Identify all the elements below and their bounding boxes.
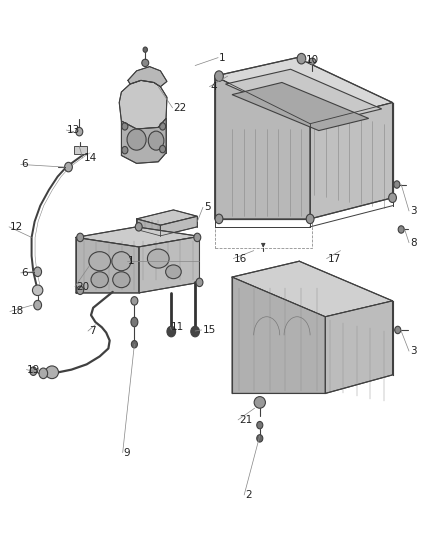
Ellipse shape — [135, 223, 142, 231]
Text: 13: 13 — [67, 125, 81, 135]
Polygon shape — [137, 219, 160, 236]
Polygon shape — [215, 58, 392, 124]
Ellipse shape — [148, 131, 164, 150]
Text: 18: 18 — [11, 306, 24, 317]
Text: 4: 4 — [210, 82, 217, 92]
Text: 21: 21 — [239, 415, 252, 425]
Ellipse shape — [159, 146, 166, 153]
Ellipse shape — [395, 326, 401, 334]
Ellipse shape — [215, 71, 223, 82]
Polygon shape — [160, 216, 197, 236]
Text: 1: 1 — [128, 256, 134, 266]
Text: 3: 3 — [410, 206, 417, 216]
Ellipse shape — [142, 59, 149, 67]
Ellipse shape — [30, 367, 37, 375]
Ellipse shape — [254, 397, 265, 408]
Ellipse shape — [64, 163, 72, 172]
Polygon shape — [232, 277, 325, 393]
Text: 8: 8 — [410, 238, 417, 248]
Ellipse shape — [194, 233, 201, 241]
Ellipse shape — [131, 297, 138, 305]
Ellipse shape — [46, 366, 59, 378]
Ellipse shape — [113, 272, 130, 288]
Ellipse shape — [306, 214, 314, 224]
Bar — [74, 147, 87, 155]
Polygon shape — [76, 237, 139, 293]
Ellipse shape — [91, 272, 108, 288]
Text: 2: 2 — [245, 490, 252, 500]
Text: 14: 14 — [84, 153, 97, 163]
Ellipse shape — [32, 285, 43, 296]
Ellipse shape — [257, 435, 263, 442]
Ellipse shape — [77, 233, 84, 241]
Polygon shape — [119, 80, 167, 129]
Text: 7: 7 — [89, 326, 95, 336]
Ellipse shape — [89, 252, 110, 271]
Text: 16: 16 — [234, 254, 247, 263]
Polygon shape — [215, 76, 310, 219]
Text: 19: 19 — [27, 365, 40, 375]
Bar — [215, 216, 312, 248]
Text: 5: 5 — [204, 202, 210, 212]
Text: 10: 10 — [306, 55, 319, 65]
Ellipse shape — [34, 300, 42, 310]
Text: 12: 12 — [10, 222, 23, 232]
Ellipse shape — [196, 278, 203, 287]
Polygon shape — [310, 102, 392, 219]
Text: 3: 3 — [410, 346, 417, 356]
Polygon shape — [232, 83, 369, 131]
Ellipse shape — [148, 249, 169, 268]
Ellipse shape — [131, 341, 138, 348]
Ellipse shape — [34, 267, 42, 277]
Ellipse shape — [309, 58, 316, 64]
Polygon shape — [139, 236, 199, 293]
Ellipse shape — [257, 422, 263, 429]
Text: 1: 1 — [219, 53, 226, 62]
Text: 15: 15 — [202, 325, 216, 335]
Ellipse shape — [127, 129, 146, 150]
Ellipse shape — [166, 265, 181, 279]
Polygon shape — [325, 301, 392, 393]
Polygon shape — [121, 118, 166, 164]
Polygon shape — [137, 210, 197, 225]
Polygon shape — [128, 67, 167, 87]
Ellipse shape — [389, 193, 396, 203]
Ellipse shape — [112, 252, 131, 271]
Text: 22: 22 — [173, 103, 187, 113]
Ellipse shape — [394, 181, 400, 188]
Ellipse shape — [131, 317, 138, 327]
Polygon shape — [76, 227, 199, 247]
Ellipse shape — [76, 127, 83, 136]
Text: 9: 9 — [124, 448, 130, 458]
Ellipse shape — [159, 123, 166, 130]
Ellipse shape — [122, 147, 128, 154]
Ellipse shape — [143, 47, 148, 52]
Text: 11: 11 — [171, 322, 184, 332]
Ellipse shape — [215, 214, 223, 224]
Ellipse shape — [297, 53, 306, 64]
Ellipse shape — [122, 123, 128, 130]
Polygon shape — [232, 261, 392, 317]
Ellipse shape — [39, 368, 48, 378]
Text: 20: 20 — [76, 281, 89, 292]
Text: 17: 17 — [328, 254, 341, 263]
Ellipse shape — [398, 226, 404, 233]
Text: 6: 6 — [21, 268, 28, 278]
Ellipse shape — [191, 326, 199, 337]
Ellipse shape — [77, 286, 84, 295]
Text: 6: 6 — [21, 159, 28, 169]
Ellipse shape — [167, 326, 176, 337]
Polygon shape — [226, 69, 381, 125]
